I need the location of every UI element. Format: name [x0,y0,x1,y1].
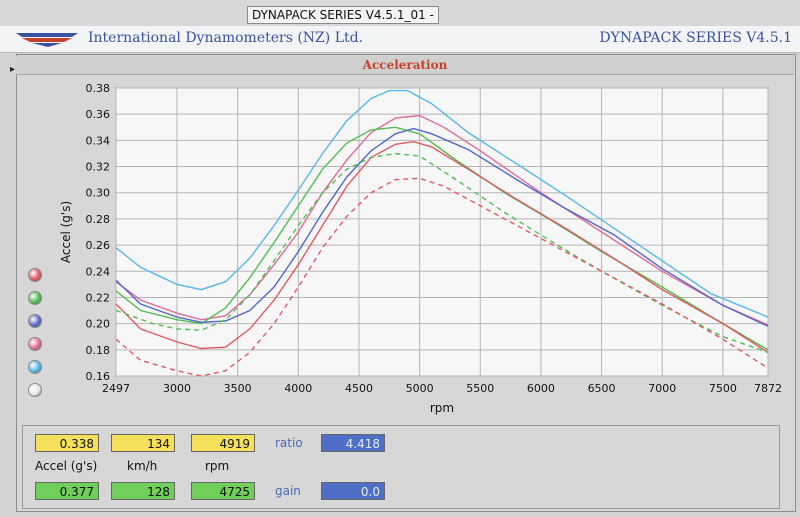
ratio-value[interactable]: 4.418 [321,434,385,452]
wing-logo-icon [16,33,78,47]
x-tick-label: 7500 [709,382,737,395]
y-axis-label: Accel (g's) [59,201,73,263]
plot-area [115,87,769,377]
y-tick-label: 0.26 [86,239,111,252]
x-tick-label: 3000 [163,382,191,395]
run-button-blue[interactable] [28,314,42,328]
series-line-4 [115,127,769,327]
kmh-label: km/h [127,459,158,473]
rpm-value-1: 4919 [191,434,255,452]
run-button-red[interactable] [28,268,42,282]
series-line-6 [115,152,769,354]
x-tick-label: 3500 [224,382,252,395]
accel-value-2: 0.377 [35,482,99,500]
run-button-cyan[interactable] [28,360,42,374]
panel-header: Acceleration [16,56,794,75]
rpm-value-2: 4725 [191,482,255,500]
x-tick-label: 5500 [466,382,494,395]
series-line-2 [115,114,769,326]
y-tick-label: 0.38 [86,82,111,95]
x-tick-label: 7872 [754,382,782,395]
x-tick-label: 6500 [588,382,616,395]
brand-bar: International Dynamometers (NZ) Ltd. DYN… [0,26,800,53]
company-name: International Dynamometers (NZ) Ltd. [88,30,364,46]
title-bar: DYNAPACK SERIES V4.5.1_01 - [0,0,800,27]
panel-title: Acceleration [362,58,448,72]
x-axis-label: rpm [430,401,454,415]
run-button-pink[interactable] [28,337,42,351]
cursor-icon: ▸ [10,64,16,75]
y-tick-label: 0.32 [86,161,111,174]
window-title: DYNAPACK SERIES V4.5.1_01 - [247,6,439,24]
kmh-value-1: 134 [111,434,175,452]
kmh-value-2: 128 [111,482,175,500]
series-line-7 [115,177,769,377]
x-tick-label: 5000 [406,382,434,395]
x-tick-label: 7000 [648,382,676,395]
ratio-label: ratio [275,436,303,450]
acceleration-chart: 2497 3000 3500 4000 4500 5000 5500 6000 6500 7000… [59,82,782,415]
y-tick-label: 0.22 [86,291,111,304]
rpm-label: rpm [205,459,230,473]
y-tick-label: 0.18 [86,344,111,357]
series-line-1 [115,89,769,318]
y-tick-label: 0.20 [86,318,111,331]
series-name: DYNAPACK SERIES V4.5.1 [599,30,792,46]
x-tick-label: 4000 [284,382,312,395]
accel-label: Accel (g's) [35,459,98,473]
accel-value-1: 0.338 [35,434,99,452]
y-tick-label: 0.34 [86,134,111,147]
y-tick-label: 0.28 [86,213,111,226]
readout-panel: 0.338 134 4919 ratio 4.418 Accel (g's) k… [22,425,780,509]
gain-label: gain [275,484,301,498]
y-tick-label: 0.36 [86,108,111,121]
run-button-none[interactable] [28,383,42,397]
y-tick-label: 0.24 [86,265,111,278]
x-tick-label: 2497 [102,382,130,395]
series-line-3 [115,126,769,351]
x-tick-label: 4500 [345,382,373,395]
y-tick-label: 0.16 [86,370,111,383]
gain-value[interactable]: 0.0 [321,482,385,500]
y-tick-label: 0.30 [86,187,111,200]
x-tick-label: 6000 [527,382,555,395]
run-button-green[interactable] [28,291,42,305]
